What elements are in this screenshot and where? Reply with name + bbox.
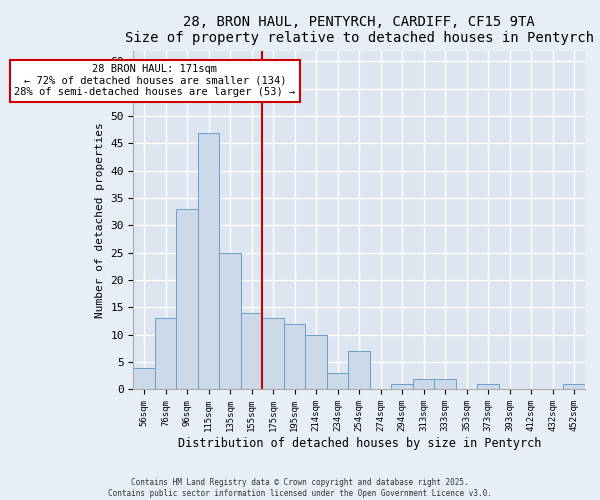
Text: Contains HM Land Registry data © Crown copyright and database right 2025.
Contai: Contains HM Land Registry data © Crown c… bbox=[108, 478, 492, 498]
Bar bbox=[262, 318, 284, 390]
Bar bbox=[327, 373, 349, 390]
Bar bbox=[155, 318, 176, 390]
Text: 28 BRON HAUL: 171sqm
← 72% of detached houses are smaller (134)
28% of semi-deta: 28 BRON HAUL: 171sqm ← 72% of detached h… bbox=[14, 64, 296, 98]
Bar bbox=[349, 351, 370, 390]
Title: 28, BRON HAUL, PENTYRCH, CARDIFF, CF15 9TA
Size of property relative to detached: 28, BRON HAUL, PENTYRCH, CARDIFF, CF15 9… bbox=[125, 15, 594, 45]
Bar bbox=[305, 335, 327, 390]
X-axis label: Distribution of detached houses by size in Pentyrch: Distribution of detached houses by size … bbox=[178, 437, 541, 450]
Bar bbox=[220, 253, 241, 390]
Bar bbox=[413, 378, 434, 390]
Bar bbox=[284, 324, 305, 390]
Bar bbox=[198, 132, 220, 390]
Bar bbox=[391, 384, 413, 390]
Bar bbox=[434, 378, 456, 390]
Bar bbox=[478, 384, 499, 390]
Bar bbox=[176, 209, 198, 390]
Bar bbox=[563, 384, 585, 390]
Bar bbox=[133, 368, 155, 390]
Y-axis label: Number of detached properties: Number of detached properties bbox=[95, 122, 105, 318]
Bar bbox=[241, 313, 262, 390]
